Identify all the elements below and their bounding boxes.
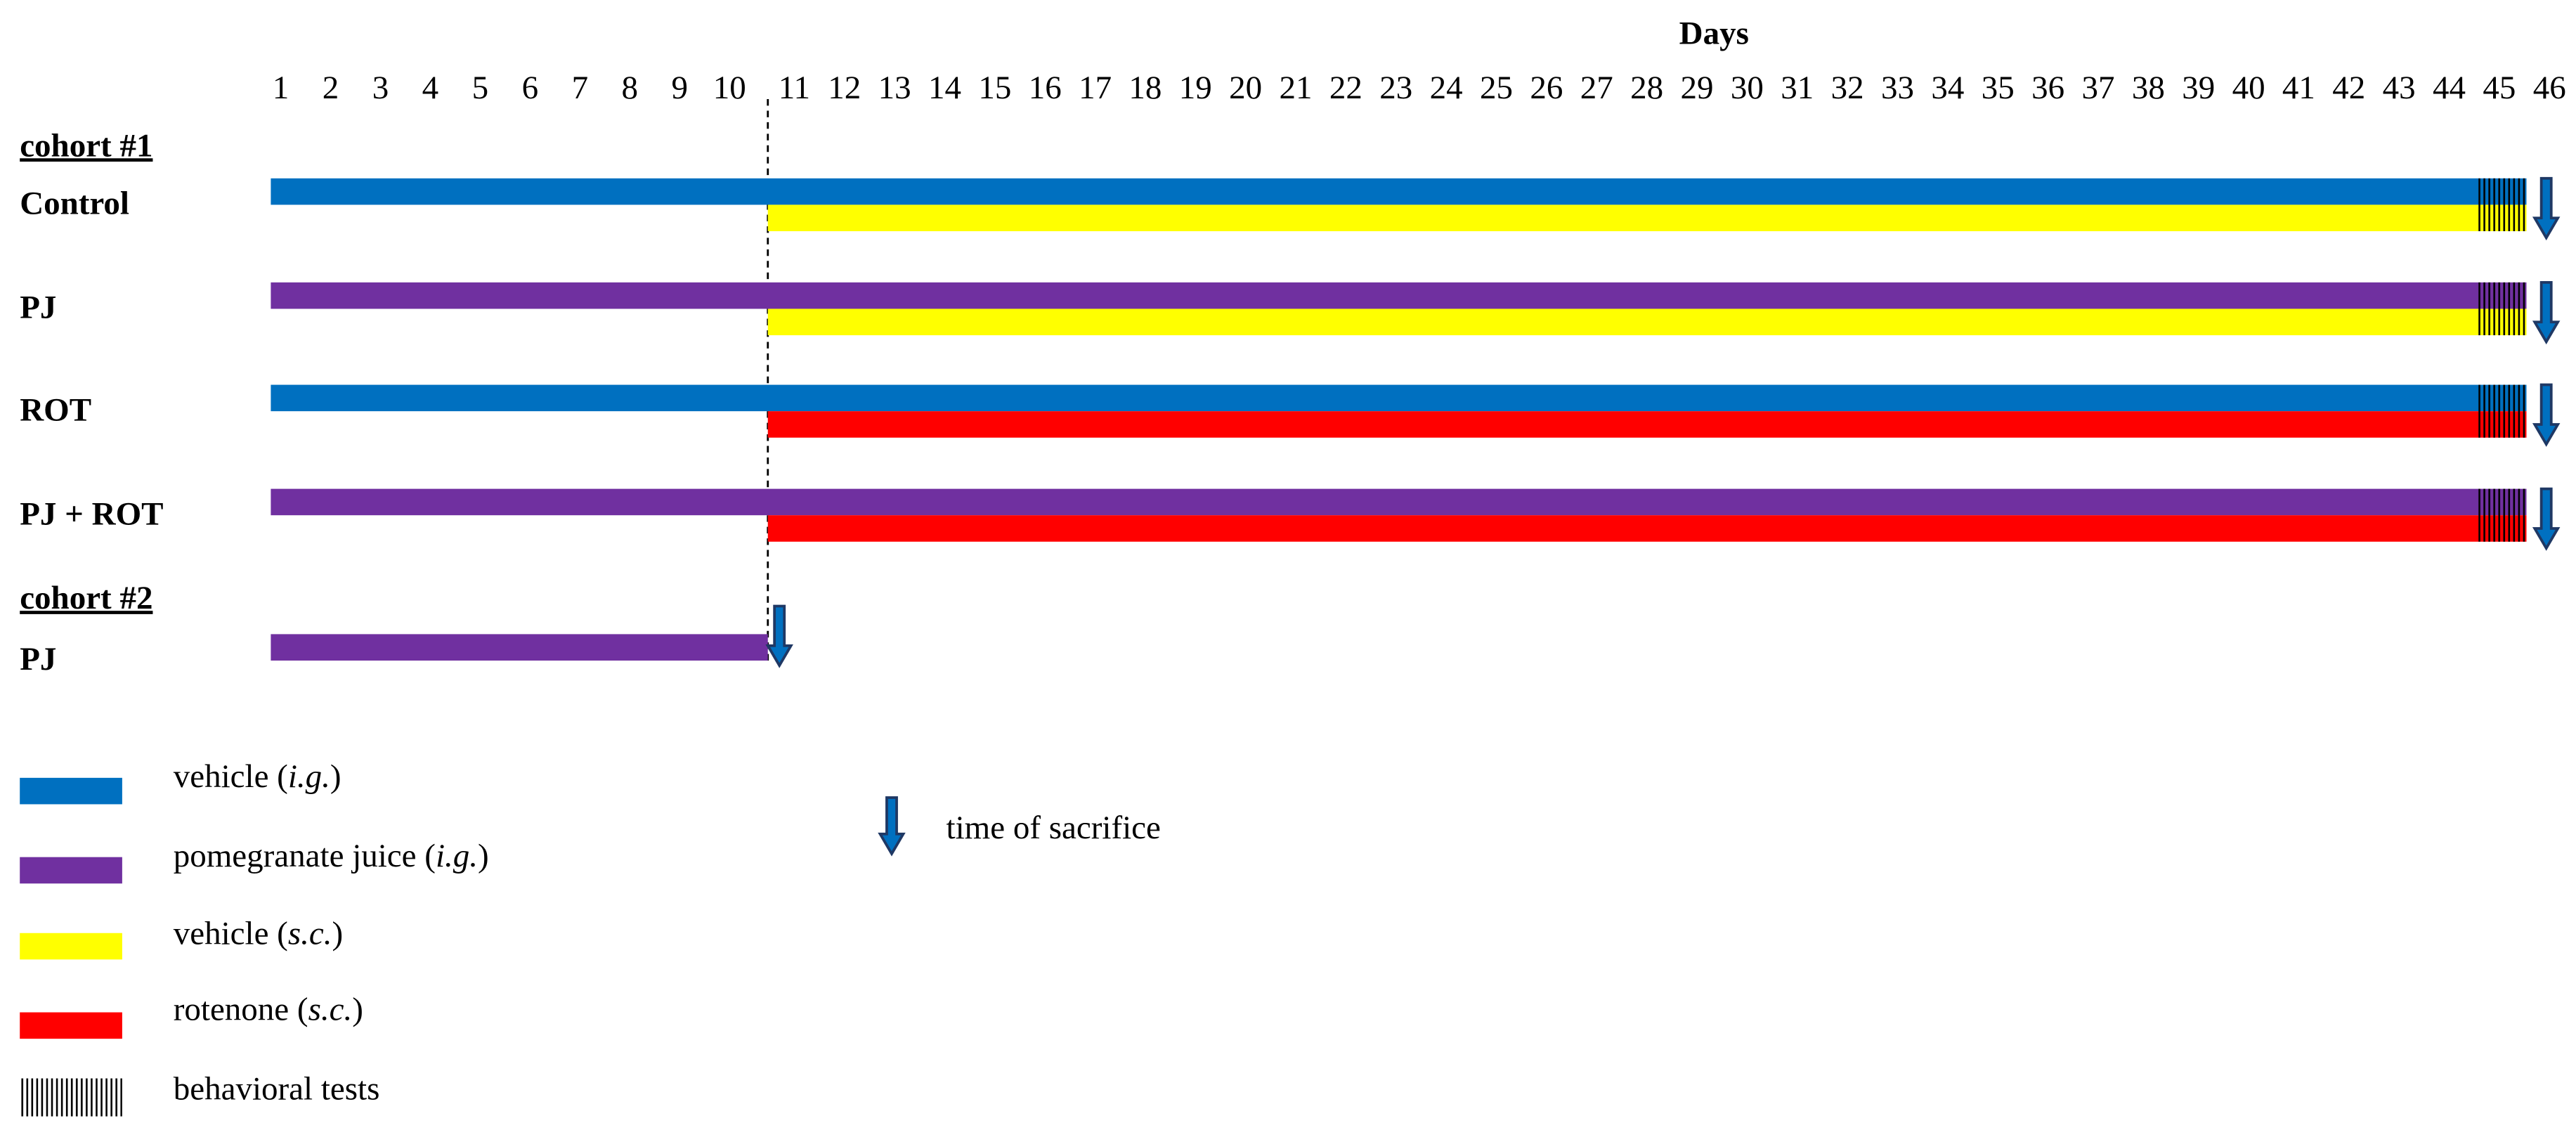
legend-swatch [20, 857, 122, 884]
day-label: 33 [1881, 70, 1914, 106]
day-label: 17 [1079, 70, 1112, 106]
day-label: 20 [1229, 70, 1262, 106]
day-label: 13 [878, 70, 911, 106]
behavioral-tests [2477, 282, 2527, 336]
day-label: 41 [2282, 70, 2315, 106]
legend-label-part: vehicle ( [174, 758, 288, 795]
legend-label-part: i.g. [288, 758, 330, 795]
cohort-label: cohort #2 [20, 580, 152, 616]
day-label: 39 [2182, 70, 2215, 106]
behavioral-tests [2477, 178, 2527, 232]
legend-label-part: ) [330, 758, 341, 795]
legend-swatch [20, 777, 122, 805]
legend-label: rotenone (s.c.) [174, 991, 363, 1027]
legend-swatch [20, 1012, 122, 1039]
cohort-label: cohort #1 [20, 127, 152, 164]
day-label: 22 [1329, 70, 1362, 106]
day-label: 46 [2533, 70, 2566, 106]
day-label: 36 [2031, 70, 2064, 106]
day-label: 21 [1280, 70, 1313, 106]
legend-label: time of sacrifice [947, 810, 1161, 846]
day-label: 16 [1029, 70, 1062, 106]
day-label: 4 [422, 70, 438, 106]
legend-label-part: pomegranate juice ( [174, 838, 436, 874]
legend-label-part: ) [332, 915, 344, 952]
day-label: 2 [323, 70, 339, 106]
sacrifice-arrow [2532, 176, 2561, 241]
day-label: 24 [1430, 70, 1463, 106]
day-label: 1 [273, 70, 290, 106]
treatment-bar [271, 282, 2527, 309]
legend-label-part: ) [352, 991, 363, 1027]
day-label: 30 [1731, 70, 1764, 106]
treatment-bar [271, 384, 2527, 412]
legend-label-part: rotenone ( [174, 991, 308, 1027]
day-label: 42 [2332, 70, 2365, 106]
behavioral-tests [2477, 384, 2527, 438]
sacrifice-arrow [2532, 487, 2561, 551]
sacrifice-arrow [878, 796, 906, 857]
legend-swatch [20, 1078, 122, 1117]
day-label: 3 [372, 70, 389, 106]
day-label: 15 [978, 70, 1011, 106]
day-label: 6 [522, 70, 539, 106]
day-label: 25 [1480, 70, 1513, 106]
group-label: Control [20, 186, 129, 222]
treatment-bar [767, 515, 2527, 542]
day-label: 29 [1681, 70, 1714, 106]
day-label: 38 [2132, 70, 2165, 106]
day-label: 26 [1530, 70, 1563, 106]
day-label: 23 [1379, 70, 1412, 106]
legend-label-part: ) [478, 838, 489, 874]
legend-label-part: s.c. [308, 991, 353, 1027]
legend-label-part: s.c. [288, 915, 332, 952]
day-label: 8 [622, 70, 639, 106]
legend-label-part: vehicle ( [174, 915, 288, 952]
legend-label: pomegranate juice (i.g.) [174, 838, 489, 874]
day-label: 44 [2433, 70, 2466, 106]
day-label: 27 [1580, 70, 1613, 106]
treatment-bar [767, 204, 2527, 232]
day-label: 10 [713, 70, 746, 106]
day-label: 40 [2232, 70, 2265, 106]
days-title: Days [1679, 15, 1749, 51]
day-label: 45 [2483, 70, 2516, 106]
day-label: 19 [1179, 70, 1212, 106]
treatment-bar [767, 411, 2527, 438]
behavioral-tests [2477, 488, 2527, 542]
treatment-bar [271, 634, 768, 661]
group-label: PJ [20, 641, 56, 677]
day-label: 5 [472, 70, 489, 106]
day-label: 28 [1630, 70, 1663, 106]
day-label: 35 [1982, 70, 2015, 106]
day-label: 12 [828, 70, 861, 106]
sacrifice-arrow [2532, 383, 2561, 447]
day-label: 31 [1781, 70, 1814, 106]
day-label: 34 [1931, 70, 1964, 106]
legend-label: behavioral tests [174, 1070, 380, 1107]
legend-label-part: behavioral tests [174, 1070, 380, 1107]
day-label: 18 [1128, 70, 1162, 106]
day-label: 43 [2383, 70, 2416, 106]
legend-label: vehicle (s.c.) [174, 915, 343, 952]
sacrifice-arrow [765, 604, 793, 668]
day-label: 9 [672, 70, 689, 106]
treatment-bar [271, 178, 2527, 205]
group-label: ROT [20, 391, 91, 428]
legend-swatch [20, 933, 122, 960]
group-label: PJ + ROT [20, 495, 163, 532]
sacrifice-arrow [2532, 280, 2561, 345]
day-label: 37 [2081, 70, 2114, 106]
treatment-bar [767, 309, 2527, 336]
treatment-bar [271, 488, 2527, 516]
day-label: 14 [928, 70, 961, 106]
legend-label-part: i.g. [436, 838, 478, 874]
group-label: PJ [20, 290, 56, 326]
legend-label: vehicle (i.g.) [174, 758, 341, 795]
day-label: 7 [572, 70, 589, 106]
day-label: 32 [1831, 70, 1864, 106]
day-label: 11 [779, 70, 810, 106]
